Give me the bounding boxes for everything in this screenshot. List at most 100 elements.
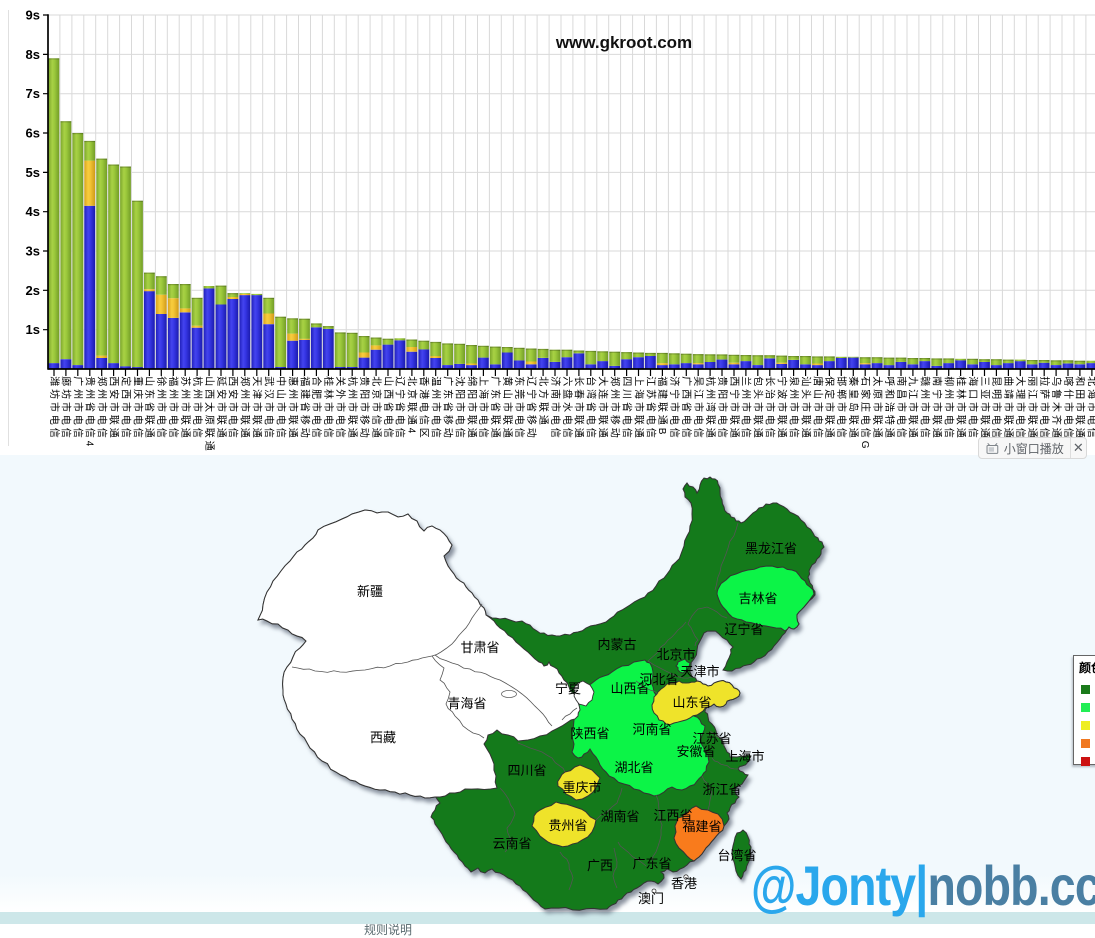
svg-text:广西: 广西 (587, 858, 613, 873)
svg-text:长春市联通: 长春市联通 (573, 376, 586, 441)
svg-text:杭州湾联通: 杭州湾联通 (704, 376, 717, 441)
svg-text:山西太原联通: 山西太原联通 (203, 376, 216, 453)
svg-text:长治市电信: 长治市电信 (764, 376, 777, 441)
svg-text:包头市联通: 包头市联通 (752, 376, 765, 441)
svg-text:唐山市电信: 唐山市电信 (811, 376, 824, 441)
svg-text:山西省: 山西省 (610, 681, 649, 696)
svg-text:定西市电信: 定西市电信 (119, 376, 132, 441)
svg-text:广东省: 广东省 (632, 856, 671, 871)
svg-text:和田市联通: 和田市联通 (1074, 376, 1087, 441)
svg-text:济南市电信: 济南市电信 (549, 376, 562, 441)
svg-text:北海市电信: 北海市电信 (1086, 376, 1095, 441)
svg-text:南昌市电信: 南昌市电信 (895, 376, 908, 441)
svg-text:石家庄电信G: 石家庄电信G (859, 376, 872, 451)
svg-text:辽宁省电信: 辽宁省电信 (394, 376, 407, 441)
svg-text:桂林市电信: 桂林市电信 (322, 376, 335, 441)
svg-text:重庆市: 重庆市 (562, 780, 601, 795)
svg-text:西安市联通: 西安市联通 (107, 376, 120, 441)
svg-text:邯郸市电信: 邯郸市电信 (835, 376, 848, 441)
svg-text:内蒙古: 内蒙古 (597, 637, 636, 652)
svg-text:福建联通B: 福建联通B (656, 376, 669, 437)
svg-text:辽宁省: 辽宁省 (724, 622, 763, 637)
svg-text:贵州省电信4: 贵州省电信4 (84, 376, 97, 449)
svg-text:新疆: 新疆 (357, 584, 383, 599)
svg-text:丽江市联通: 丽江市联通 (1026, 376, 1039, 441)
svg-text:天津市: 天津市 (680, 664, 719, 679)
svg-text:山西省电信: 山西省电信 (382, 376, 395, 441)
svg-text:广西省电信: 广西省电信 (680, 376, 693, 441)
svg-text:黑龙江省: 黑龙江省 (745, 541, 797, 556)
svg-text:青海省: 青海省 (447, 696, 486, 711)
svg-text:甘肃省: 甘肃省 (460, 640, 499, 655)
svg-text:保定市联通: 保定市联通 (823, 376, 836, 441)
svg-text:台湾省电信: 台湾省电信 (585, 376, 598, 441)
svg-text:喀什市电信: 喀什市电信 (1062, 376, 1075, 441)
svg-text:海口市电信: 海口市电信 (966, 376, 979, 441)
svg-text:西藏: 西藏 (370, 730, 396, 745)
svg-text:桂林市联通: 桂林市联通 (954, 376, 967, 441)
svg-text:太原市联通: 太原市联通 (871, 376, 884, 441)
svg-text:陕西省: 陕西省 (570, 726, 609, 741)
svg-text:郑州市电信: 郑州市电信 (96, 376, 109, 441)
svg-text:宁波市联通: 宁波市联通 (776, 376, 789, 441)
svg-text:宁夏: 宁夏 (555, 681, 581, 696)
svg-text:南宁市联通: 南宁市联通 (931, 376, 944, 441)
svg-text:北京市: 北京市 (656, 647, 695, 662)
svg-text:上海市电信: 上海市电信 (477, 376, 490, 441)
svg-text:东莞市电信: 东莞市电信 (513, 376, 526, 441)
svg-text:西安市电信: 西安市电信 (227, 376, 240, 441)
svg-text:6s: 6s (26, 126, 40, 141)
svg-text:澳门: 澳门 (638, 891, 664, 906)
svg-text:贵州省: 贵州省 (548, 818, 587, 833)
svg-text:大理市电信: 大理市电信 (1014, 376, 1027, 441)
svg-text:曲靖市联通: 曲靖市联通 (1002, 376, 1015, 441)
svg-text:沈阳市电信: 沈阳市电信 (453, 376, 466, 441)
svg-text:广州市电信: 广州市电信 (72, 376, 85, 441)
svg-text:关外市电信: 关外市电信 (334, 376, 347, 441)
svg-text:呼和浩特通: 呼和浩特通 (883, 376, 895, 441)
svg-text:六盘水电信: 六盘水电信 (561, 376, 574, 441)
svg-text:武汉市电信: 武汉市电信 (263, 376, 276, 441)
svg-text:杭州市联通: 杭州市联通 (346, 376, 359, 441)
svg-text:中山市电信: 中山市电信 (274, 376, 287, 441)
svg-text:天津市联通: 天津市联通 (251, 376, 264, 441)
svg-text:郑州市联通: 郑州市联通 (239, 376, 252, 441)
svg-text:西宁市联通: 西宁市联通 (728, 376, 741, 441)
svg-text:湖北省: 湖北省 (614, 760, 653, 775)
svg-text:山东省: 山东省 (672, 695, 711, 710)
svg-text:福建省移动: 福建省移动 (298, 376, 311, 441)
svg-text:3s: 3s (26, 244, 40, 259)
svg-text:8s: 8s (26, 47, 40, 62)
svg-text:5s: 5s (26, 165, 40, 180)
svg-text:上海市: 上海市 (725, 749, 764, 764)
svg-text:贵阳市移动: 贵阳市移动 (358, 376, 371, 441)
svg-text:贵阳市电信: 贵阳市电信 (716, 376, 729, 441)
svg-text:绵阳市联通: 绵阳市联通 (465, 376, 478, 441)
svg-text:广东省联通: 广东省联通 (489, 376, 502, 441)
svg-text:www.gkroot.com: www.gkroot.com (555, 33, 692, 52)
svg-text:郑州市移动: 郑州市移动 (609, 376, 622, 441)
svg-text:香港: 香港 (671, 876, 697, 891)
svg-text:吉林省: 吉林省 (738, 591, 777, 606)
svg-text:7s: 7s (26, 86, 40, 101)
svg-text:福建省: 福建省 (682, 819, 721, 834)
svg-text:秦皇岛联通: 秦皇岛联通 (847, 376, 860, 441)
svg-text:福州市电信: 福州市电信 (167, 376, 180, 441)
svg-text:合肥市电信: 合肥市电信 (310, 376, 323, 441)
svg-text:安徽省: 安徽省 (676, 744, 715, 759)
svg-text:拉萨市电信: 拉萨市电信 (1038, 376, 1051, 441)
svg-text:济宁市电信: 济宁市电信 (668, 376, 681, 441)
svg-text:江苏省电信: 江苏省电信 (644, 376, 657, 441)
svg-text:北方联通: 北方联通 (537, 376, 550, 428)
svg-text:上海市联通: 上海市联通 (632, 376, 645, 441)
svg-text:辽宁省移动: 辽宁省移动 (525, 376, 538, 441)
svg-text:昆明市电信: 昆明市电信 (990, 376, 1003, 441)
svg-text:1s: 1s (26, 322, 40, 337)
svg-text:廊坊市电信: 廊坊市电信 (60, 376, 73, 441)
svg-text:杭州市电信: 杭州市电信 (191, 376, 204, 441)
svg-text:泉州市电信: 泉州市电信 (787, 376, 800, 441)
svg-text:山东省联通: 山东省联通 (143, 376, 156, 441)
svg-text:北京市信通: 北京市信通 (370, 376, 383, 441)
svg-text:四川省电信: 四川省电信 (620, 376, 633, 441)
svg-text:三亚市联通: 三亚市联通 (978, 376, 991, 441)
